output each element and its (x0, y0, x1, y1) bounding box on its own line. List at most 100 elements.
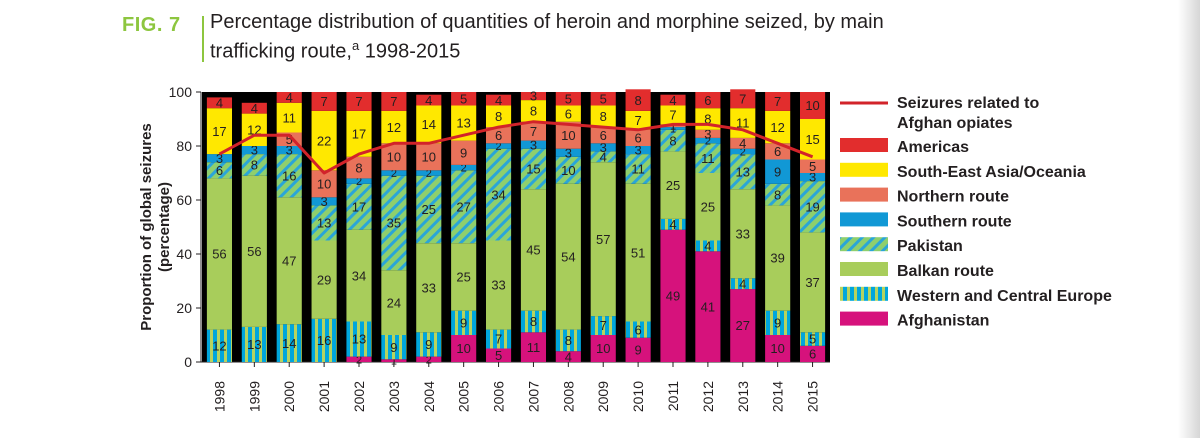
bar-value-label: 4 (286, 90, 293, 105)
bar-segment-southern-route (311, 197, 337, 206)
bar-segment-balkan-route (276, 197, 302, 325)
bar-segment-southern-route (276, 146, 302, 155)
bar-segment-western-and-central-europe (660, 218, 686, 230)
bar-value-label: 12 (387, 120, 401, 135)
bar-value-label: 10 (456, 341, 470, 356)
legend-balkan-route-marker (840, 262, 888, 276)
bar-segment-southern-route (381, 170, 407, 176)
bar-value-label: 10 (596, 341, 610, 356)
bar-value-label: 33 (422, 280, 436, 295)
bar-value-label: 6 (704, 93, 711, 108)
bar-segment-afghanistan (485, 348, 512, 362)
bar-value-label: 3 (565, 145, 572, 160)
bar-segment-western-and-central-europe (625, 321, 651, 338)
bar-value-label: 3 (251, 143, 258, 158)
x-tick-label: 2002 (351, 381, 367, 412)
figure-title-footnote-marker: a (351, 38, 360, 53)
bar-value-label: 2 (356, 176, 362, 188)
bar-value-label: 7 (320, 94, 327, 109)
bar-segment-balkan-route (625, 183, 651, 322)
bar-segment-americas (276, 92, 302, 103)
bar-value-label: 57 (596, 232, 610, 247)
bar-value-label: 6 (634, 322, 641, 337)
bar-segment-americas (451, 92, 477, 106)
bar-value-label: 10 (387, 149, 401, 164)
bar-value-label: 6 (495, 128, 502, 143)
bar-value-label: 8 (774, 187, 781, 202)
plot-area: 0 20 40 60 80 100 Proportion of global seizure… (138, 84, 1112, 412)
bar-segment-pakistan (276, 154, 302, 198)
bar-segment-western-and-central-europe (590, 316, 616, 335)
bar-value-label: 4 (425, 93, 432, 108)
bar-segment-south-east-asia-oceania (590, 105, 616, 128)
bar-value-label: 22 (317, 133, 331, 148)
y-tick-label: 20 (176, 300, 192, 316)
bar-segment-americas (520, 92, 547, 101)
figure-label: FIG. 7 (122, 14, 181, 36)
bar-segment-balkan-route (660, 151, 686, 219)
bar-value-label: 3 (216, 151, 223, 166)
bar-segment-northern-route (311, 170, 337, 198)
bar-segment-southern-route (241, 146, 267, 155)
legend-western-and-central-europe-label: Western and Central Europe (897, 288, 1112, 305)
bar-value-label: 17 (352, 199, 366, 214)
bar-segment-northern-route (695, 129, 721, 138)
bar-segment-south-east-asia-oceania (311, 110, 337, 171)
bar-value-label: 29 (317, 272, 331, 287)
bar-segment-south-east-asia-oceania (346, 110, 372, 157)
bar-segment-pakistan (206, 162, 233, 179)
bar-segment-americas (660, 94, 686, 106)
bar-value-label: 17 (212, 124, 226, 139)
bar-value-label: 3 (320, 194, 327, 209)
bar-value-label: 5 (809, 332, 816, 347)
x-tick-label: 2003 (386, 381, 402, 412)
bar-value-label: 11 (631, 162, 645, 177)
bar-segment-balkan-route (381, 270, 407, 335)
bar-value-label: 2 (356, 354, 362, 366)
bar-segment-americas (416, 94, 442, 106)
bar-value-label: 6 (565, 106, 572, 121)
bar-segment-western-and-central-europe (730, 278, 756, 290)
x-tick-label: 1999 (246, 381, 262, 412)
bar-segment-americas (206, 97, 233, 109)
bar-value-label: 9 (774, 316, 781, 331)
bar-segment-americas (346, 92, 372, 111)
bar-value-label: 4 (216, 95, 223, 110)
bar-value-label: 8 (704, 112, 711, 127)
x-tick-label: 2014 (770, 381, 786, 412)
legend-pakistan-marker (840, 237, 888, 252)
bar-segment-south-east-asia-oceania (625, 110, 651, 130)
bar-segment-afghanistan (799, 345, 826, 362)
bar-value-label: 3 (600, 140, 607, 155)
bar-segment-afghanistan (555, 351, 581, 362)
bar-value-label: 8 (669, 133, 676, 148)
bar-value-label: 8 (355, 160, 362, 175)
bar-value-label: 7 (669, 108, 676, 123)
bar-value-label: 3 (286, 143, 293, 158)
bar-value-label: 13 (352, 332, 366, 347)
legend-seizures-related-to-afghan-opiates-label-cont: Afghan opiates (897, 115, 1013, 132)
bar-value-label: 9 (425, 337, 432, 352)
bar-value-label: 34 (491, 187, 505, 202)
bar-segment-western-and-central-europe (416, 332, 442, 357)
bar-value-label: 14 (282, 336, 296, 351)
bar-value-label: 8 (634, 93, 641, 108)
figure-title: Percentage distribution of quantities of… (210, 10, 910, 64)
bar-segment-pakistan (660, 129, 686, 152)
bar-segment-americas (765, 92, 791, 111)
bar-segment-south-east-asia-oceania (555, 105, 581, 122)
x-tick-label: 2000 (281, 381, 297, 412)
legend-afghanistan-marker (840, 311, 888, 326)
bar-value-label: 9 (390, 340, 397, 355)
bar-value-label: 4 (495, 93, 502, 108)
bar-value-label: 4 (669, 217, 676, 232)
bar-segment-northern-route (799, 159, 826, 173)
bar-segment-americas (555, 92, 581, 106)
bar-value-label: 10 (561, 128, 575, 143)
bar-value-label: 12 (770, 120, 784, 135)
figure-title-main: Percentage distribution of quantities of… (210, 11, 884, 63)
y-tick-label: 60 (176, 192, 192, 208)
bar-segment-balkan-route (416, 243, 442, 333)
bar-value-label: 2 (426, 354, 432, 366)
bar-segment-balkan-route (695, 173, 721, 241)
